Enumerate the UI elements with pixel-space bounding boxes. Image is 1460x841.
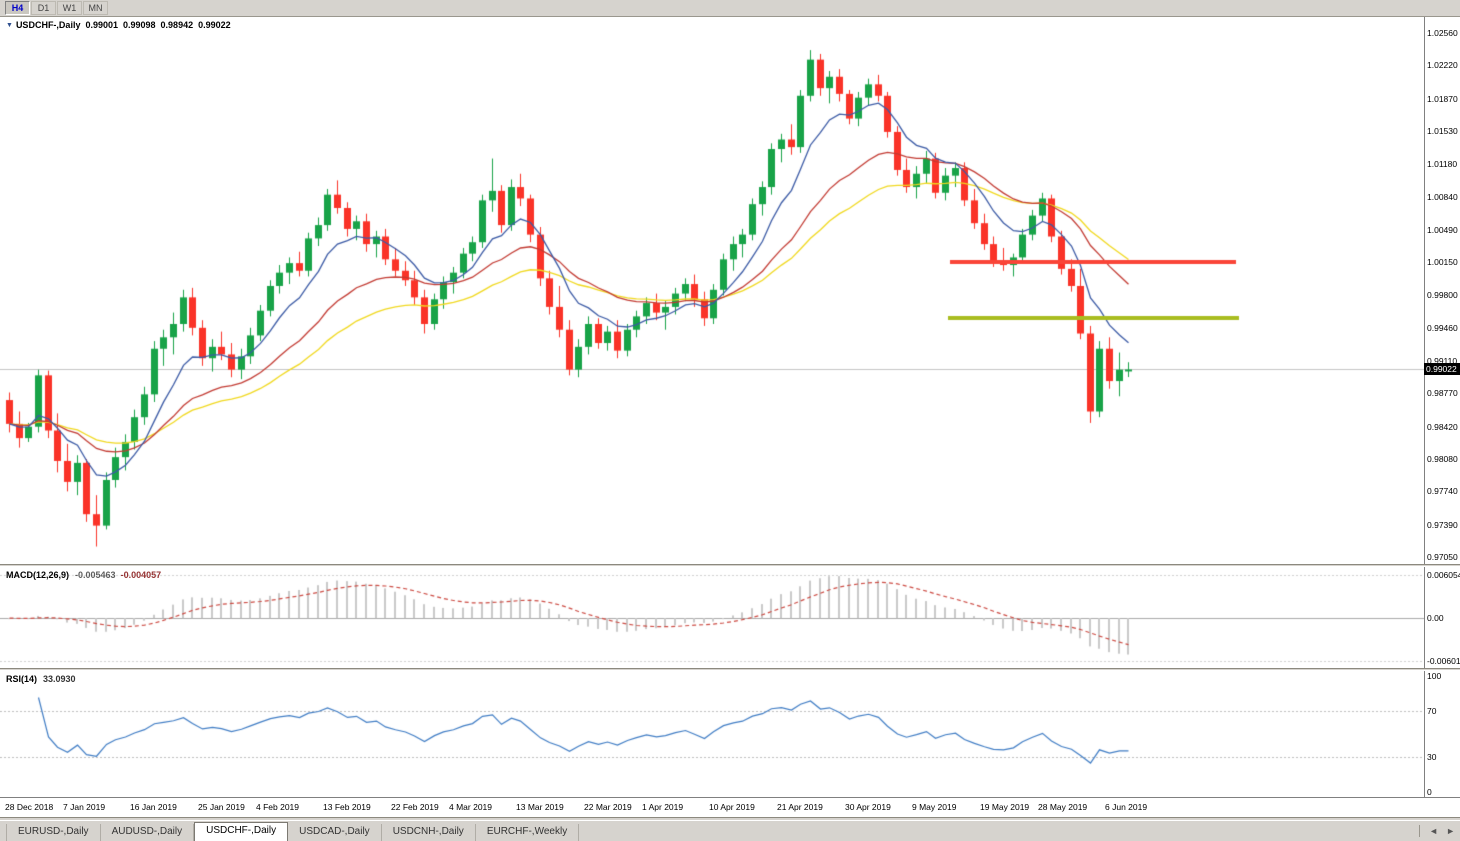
price-axis-label: 1.00150 — [1427, 257, 1458, 268]
macd-signal-value: -0.004057 — [120, 570, 162, 580]
timeframe-toolbar: H4 D1 W1 MN — [0, 0, 1460, 17]
price-axis-label: 0.97740 — [1427, 486, 1458, 497]
time-axis-label: 16 Jan 2019 — [130, 802, 177, 812]
macd-main-value: -0.005463 — [75, 570, 116, 580]
price-axis-label: 1.02220 — [1427, 60, 1458, 71]
ohlc-close-value: 0.99022 — [198, 20, 231, 30]
price-axis-label: 1.00490 — [1427, 224, 1458, 235]
time-axis-label: 1 Apr 2019 — [642, 802, 684, 812]
price-axis[interactable]: 1.02560 1.02220 1.01870 1.01530 1.01180 1.008… — [1424, 17, 1460, 817]
rsi-pane[interactable]: RSI(14) 33.0930 — [0, 671, 1424, 797]
price-axis-label: 0.98080 — [1427, 454, 1458, 465]
time-axis-label: 6 Jun 2019 — [1105, 802, 1148, 812]
timeframe-button-d1[interactable]: D1 — [31, 1, 56, 15]
macd-indicator-name: MACD(12,26,9) — [6, 570, 70, 580]
chart-tab-eurusd-daily[interactable]: EURUSD-,Daily — [6, 824, 101, 841]
time-axis-label: 28 Dec 2018 — [5, 802, 54, 812]
macd-chart-canvas[interactable] — [0, 567, 1424, 668]
chart-tab-eurchf-weekly[interactable]: EURCHF-,Weekly — [476, 824, 580, 841]
pane-separator-rsi[interactable] — [0, 668, 1460, 671]
price-axis-label: 1.01180 — [1427, 159, 1458, 170]
price-axis-label: 0.98770 — [1427, 388, 1458, 399]
price-axis-label: 0.99110 — [1427, 356, 1458, 367]
time-axis-label: 13 Feb 2019 — [323, 802, 371, 812]
chart-tab-audusd-daily[interactable]: AUDUSD-,Daily — [101, 824, 195, 841]
time-axis-label: 22 Feb 2019 — [391, 802, 439, 812]
chart-title: ▼ USDCHF-,Daily 0.99001 0.99098 0.98942 0.990… — [6, 20, 231, 30]
price-axis-label: 1.00840 — [1427, 191, 1458, 202]
price-axis-label: 0.98420 — [1427, 421, 1458, 432]
time-axis-label: 7 Jan 2019 — [63, 802, 106, 812]
rsi-axis-label: 30 — [1427, 752, 1437, 763]
chart-tab-usdchf-daily[interactable]: USDCHF-,Daily — [194, 822, 289, 841]
price-axis-label: 1.01530 — [1427, 125, 1458, 136]
ohlc-high-value: 0.99098 — [123, 20, 156, 30]
timeframe-button-w1[interactable]: W1 — [57, 1, 82, 15]
time-axis-label: 4 Feb 2019 — [256, 802, 300, 812]
pane-separator-macd[interactable] — [0, 564, 1460, 567]
macd-title: MACD(12,26,9) -0.005463 -0.004057 — [6, 570, 161, 580]
time-axis-label: 30 Apr 2019 — [845, 802, 891, 812]
price-axis-border — [1424, 17, 1425, 817]
tabs-scroll-right-button[interactable]: ► — [1446, 826, 1455, 836]
price-axis-label: 0.97390 — [1427, 519, 1458, 530]
time-axis-label: 22 Mar 2019 — [584, 802, 632, 812]
macd-axis-label: 0.006054 — [1427, 570, 1460, 580]
macd-pane[interactable]: MACD(12,26,9) -0.005463 -0.004057 — [0, 567, 1424, 668]
tab-scroll-buttons: ◄ ► — [1419, 825, 1455, 837]
time-axis[interactable]: 28 Dec 2018 7 Jan 2019 16 Jan 2019 25 Jan 2… — [0, 797, 1460, 817]
rsi-value: 33.0930 — [43, 674, 76, 684]
chart-symbol-label: USDCHF-,Daily — [15, 20, 81, 30]
price-chart-pane[interactable]: ▼ USDCHF-,Daily 0.99001 0.99098 0.98942 0.990… — [0, 17, 1424, 564]
chart-tabs-bar: EURUSD-,Daily AUDUSD-,Daily USDCHF-,Daily U… — [0, 821, 1460, 841]
rsi-axis-label: 100 — [1427, 671, 1442, 681]
macd-axis-label: 0.00 — [1427, 613, 1444, 624]
ohlc-low-value: 0.98942 — [160, 20, 194, 30]
tabs-scroll-left-button[interactable]: ◄ — [1429, 826, 1439, 836]
rsi-chart-canvas[interactable] — [0, 671, 1424, 797]
time-axis-label: 13 Mar 2019 — [516, 802, 564, 812]
rsi-axis-label: 0 — [1427, 787, 1432, 797]
rsi-title: RSI(14) 33.0930 — [6, 674, 76, 684]
time-axis-label: 28 May 2019 — [1038, 802, 1088, 812]
rsi-indicator-name: RSI(14) — [6, 674, 38, 684]
price-axis-label: 0.99460 — [1427, 322, 1458, 333]
current-price-tag: 0.99022 — [1424, 363, 1460, 376]
chart-tabs: EURUSD-,Daily AUDUSD-,Daily USDCHF-,Daily U… — [0, 821, 1460, 841]
time-axis-label: 9 May 2019 — [912, 802, 957, 812]
chart-tab-usdcnh-daily[interactable]: USDCNH-,Daily — [382, 824, 476, 841]
ohlc-open-value: 0.99001 — [85, 20, 118, 30]
candlestick-chart-canvas[interactable] — [0, 17, 1424, 564]
timeframe-button-h4[interactable]: H4 — [5, 1, 30, 15]
rsi-axis-label: 70 — [1427, 705, 1437, 716]
statusbar-groove — [0, 817, 1460, 821]
time-axis-label: 4 Mar 2019 — [449, 802, 492, 812]
price-axis-label: 0.99800 — [1427, 290, 1458, 301]
timeframe-buttons: H4 D1 W1 MN — [5, 1, 108, 15]
price-axis-label: 1.02560 — [1427, 28, 1458, 38]
timeframe-button-mn[interactable]: MN — [83, 1, 108, 15]
chart-tab-usdcad-daily[interactable]: USDCAD-,Daily — [288, 824, 382, 841]
time-axis-label: 10 Apr 2019 — [709, 802, 755, 812]
time-axis-label: 21 Apr 2019 — [777, 802, 823, 812]
price-axis-label: 1.01870 — [1427, 93, 1458, 104]
symbol-dropdown-icon[interactable]: ▼ — [6, 22, 13, 29]
time-axis-label: 25 Jan 2019 — [198, 802, 245, 812]
price-axis-label: 0.97050 — [1427, 552, 1458, 562]
time-axis-label: 19 May 2019 — [980, 802, 1030, 812]
